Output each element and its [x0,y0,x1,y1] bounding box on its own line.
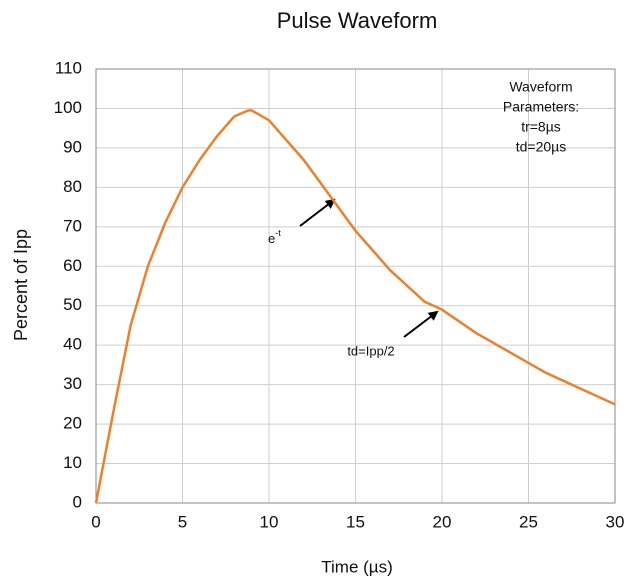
y-tick-label: 40 [63,335,82,354]
y-tick-label: 60 [63,256,82,275]
y-tick-label: 80 [63,177,82,196]
parameter-text: Parameters: [503,99,579,115]
annotation: td=Ipp/2 [347,343,394,358]
x-axis-label: Time (µs) [321,557,393,576]
y-tick-label: 110 [55,58,82,77]
y-tick-label: 70 [63,216,82,235]
x-tick-label: 15 [346,512,365,531]
x-tick-label: 30 [606,512,625,531]
x-tick-label: 5 [178,512,187,531]
arrow [403,310,439,338]
y-tick-label: 20 [63,414,82,433]
chart-title: Pulse Waveform [277,8,438,33]
y-tick-label: 30 [63,374,82,393]
y-tick-label: 100 [54,98,82,117]
annotation-sup: -t [275,228,281,238]
arrow [299,198,336,227]
parameter-text: tr=8µs [521,119,561,135]
y-tick-label: 0 [73,492,82,511]
plot-frame [95,68,616,504]
x-tick-label: 10 [260,512,279,531]
line-series [94,109,616,504]
x-tick-label: 0 [91,512,100,531]
parameter-text: Waveform [509,79,572,95]
annotation: e-t [268,228,281,246]
x-tick-label: 25 [519,512,538,531]
y-tick-label: 90 [63,137,82,156]
x-tick-label: 20 [433,512,452,531]
y-axis-label: Percent of Ipp [11,229,31,341]
y-tick-label: 50 [63,295,82,314]
parameters: Waveform Parameters: tr=8µs td=20µs [503,79,579,155]
y-tick-label: 10 [63,453,82,472]
annotation-text: e [268,231,275,246]
parameter-text: td=20µs [516,139,567,155]
